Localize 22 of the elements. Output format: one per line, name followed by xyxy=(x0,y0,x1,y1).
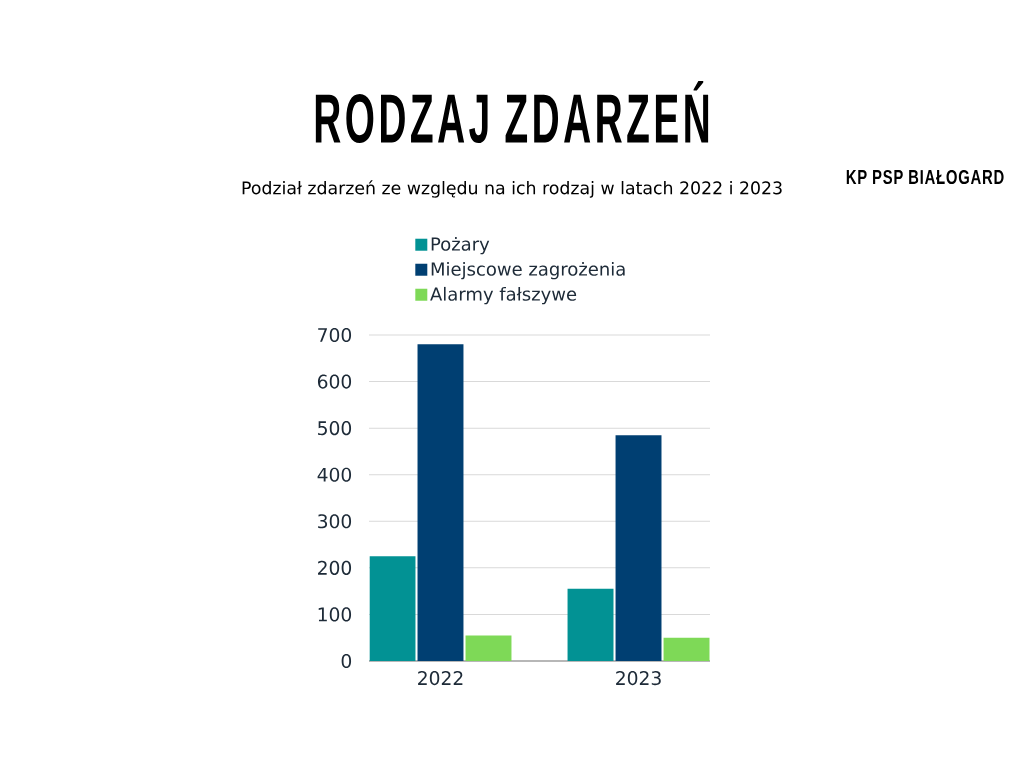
y-tick-label: 0 xyxy=(341,653,352,669)
bar xyxy=(465,635,512,661)
chart-title: RODZAJ ZDARZEŃ xyxy=(315,80,709,144)
bar xyxy=(615,435,662,661)
y-tick-label: 100 xyxy=(318,607,352,622)
y-tick-label: 500 xyxy=(318,421,352,436)
y-tick-label: 600 xyxy=(317,374,352,389)
legend-label: Miejscowe zagrożenia xyxy=(431,261,625,280)
y-tick-label: 300 xyxy=(318,514,352,529)
bar xyxy=(663,637,710,661)
chart-subtitle: Podział zdarzeń ze względu na ich rodzaj w latach 2022 i 2023 xyxy=(242,180,782,198)
legend-label: Alarmy fałszywe xyxy=(430,286,577,305)
legend-label: Pożary xyxy=(431,236,490,255)
y-tick-label: 200 xyxy=(318,560,352,575)
bar xyxy=(369,556,416,661)
text: KP PSP BIAŁOGARD xyxy=(846,169,1004,185)
x-tick-label: 2023 xyxy=(616,671,661,686)
y-tick-label: 700 xyxy=(318,327,352,343)
y-tick-label: 400 xyxy=(317,467,352,482)
bar xyxy=(417,344,464,661)
x-tick-label: 2022 xyxy=(418,671,463,686)
bar xyxy=(567,588,614,661)
